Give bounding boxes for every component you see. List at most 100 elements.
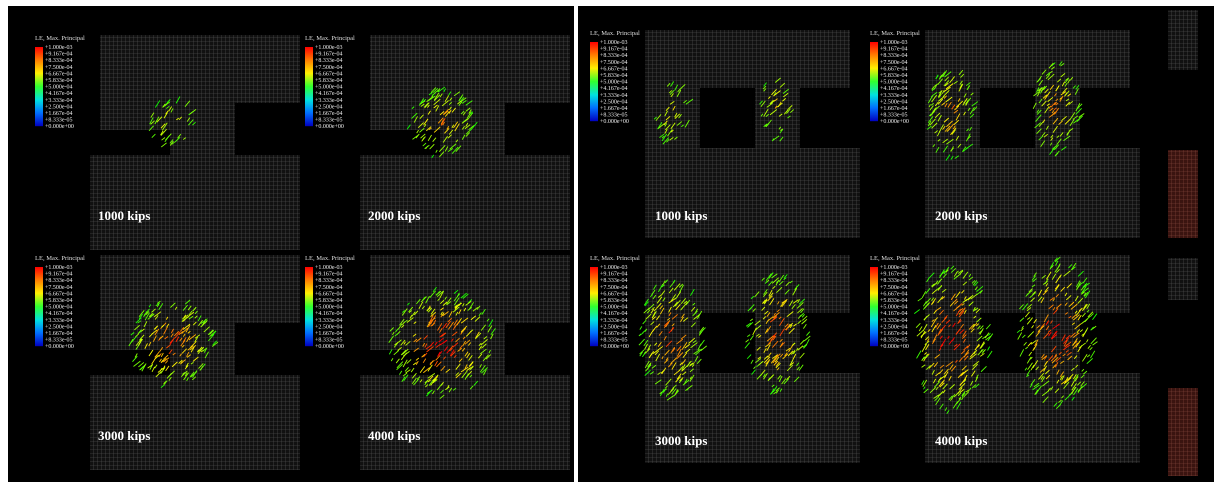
legend-label: +8.333e-05 — [600, 338, 628, 344]
legend-label: +4.167e-04 — [45, 91, 73, 97]
legend-label: +5.000e-04 — [600, 305, 628, 311]
load-label: 1000 kips — [655, 208, 707, 223]
legend-label: +6.667e-04 — [600, 291, 628, 297]
legend-colorbar — [870, 42, 878, 121]
legend-label: +1.667e-04 — [45, 111, 73, 117]
legend-label: +6.667e-04 — [600, 66, 628, 72]
legend-label: +5.000e-04 — [880, 80, 908, 86]
mesh-block — [100, 255, 300, 323]
mesh-block — [90, 375, 300, 470]
mesh-block — [645, 148, 860, 238]
legend-colorbar — [590, 42, 598, 121]
legend-label: +5.833e-04 — [45, 298, 73, 304]
legend-label: +2.500e-04 — [880, 99, 908, 105]
figure: LE, Max. Principal+1.000e-03+9.167e-04+8… — [0, 0, 1221, 488]
legend-label: +6.667e-04 — [315, 291, 343, 297]
legend-label: +8.333e-05 — [880, 338, 908, 344]
mesh-block — [925, 148, 1140, 238]
legend-label: +8.333e-04 — [315, 58, 343, 64]
legend-label: +3.333e-04 — [600, 318, 628, 324]
legend-label: +0.000e+00 — [880, 119, 909, 125]
legend-label: +9.167e-04 — [600, 47, 628, 53]
legend-label: +1.667e-04 — [880, 331, 908, 337]
mesh-block — [90, 155, 300, 250]
legend-label: +6.667e-04 — [315, 71, 343, 77]
legend-label: +2.500e-04 — [45, 324, 73, 330]
mesh-block — [925, 88, 980, 148]
legend-label: +4.167e-04 — [45, 311, 73, 317]
legend-label: +8.333e-04 — [880, 53, 908, 59]
legend-label: +5.000e-04 — [880, 305, 908, 311]
legend-label: +4.167e-04 — [600, 311, 628, 317]
legend-label: +0.000e+00 — [880, 344, 909, 350]
load-label: 4000 kips — [935, 433, 987, 448]
legend-label: +8.333e-04 — [600, 53, 628, 59]
legend-label: +2.500e-04 — [45, 104, 73, 110]
legend-label: +1.000e-03 — [880, 40, 908, 46]
legend-label: +3.333e-04 — [600, 93, 628, 99]
legend-title: LE, Max. Principal — [870, 30, 920, 37]
mesh-block — [360, 155, 570, 250]
legend-title: LE, Max. Principal — [590, 30, 640, 37]
legend-label: +8.333e-04 — [880, 278, 908, 284]
legend-label: +5.833e-04 — [600, 73, 628, 79]
mesh-block — [645, 373, 860, 463]
legend-label: +1.000e-03 — [45, 45, 73, 51]
legend-label: +8.333e-05 — [45, 338, 73, 344]
legend-label: +6.667e-04 — [880, 66, 908, 72]
legend-title: LE, Max. Principal — [305, 35, 355, 42]
mesh-block — [100, 35, 300, 103]
legend-label: +8.333e-05 — [600, 113, 628, 119]
legend-label: +8.333e-05 — [315, 118, 343, 124]
legend-label: +1.667e-04 — [600, 106, 628, 112]
load-label: 4000 kips — [368, 428, 420, 443]
legend-label: +8.333e-05 — [45, 118, 73, 124]
legend-label: +0.000e+00 — [315, 344, 344, 350]
legend-label: +7.500e-04 — [45, 285, 73, 291]
mesh-block — [755, 88, 800, 148]
legend-label: +2.500e-04 — [600, 324, 628, 330]
legend-label: +7.500e-04 — [600, 60, 628, 66]
legend-label: +8.333e-04 — [45, 278, 73, 284]
load-label: 2000 kips — [935, 208, 987, 223]
legend-label: +8.333e-04 — [600, 278, 628, 284]
legend-label: +3.333e-04 — [880, 93, 908, 99]
legend-label: +7.500e-04 — [600, 285, 628, 291]
mesh-block — [925, 373, 1140, 463]
legend-label: +3.333e-04 — [315, 318, 343, 324]
legend-label: +2.500e-04 — [600, 99, 628, 105]
legend-label: +7.500e-04 — [315, 65, 343, 71]
legend-label: +8.333e-05 — [315, 338, 343, 344]
legend-label: +5.000e-04 — [315, 305, 343, 311]
legend-title: LE, Max. Principal — [870, 255, 920, 262]
legend-label: +1.667e-04 — [880, 106, 908, 112]
legend-colorbar — [305, 47, 313, 126]
legend-label: +1.000e-03 — [880, 265, 908, 271]
legend-label: +0.000e+00 — [315, 124, 344, 130]
legend-label: +9.167e-04 — [600, 272, 628, 278]
legend-label: +3.333e-04 — [315, 98, 343, 104]
legend-label: +2.500e-04 — [880, 324, 908, 330]
load-label: 2000 kips — [368, 208, 420, 223]
legend-label: +0.000e+00 — [600, 119, 629, 125]
legend-label: +9.167e-04 — [880, 272, 908, 278]
mesh-block — [170, 130, 235, 155]
mesh-block — [645, 30, 850, 88]
legend-label: +5.833e-04 — [45, 78, 73, 84]
mesh-block — [645, 88, 700, 148]
mesh-block — [370, 255, 570, 323]
legend-label: +5.833e-04 — [880, 73, 908, 79]
legend-label: +0.000e+00 — [45, 344, 74, 350]
legend-title: LE, Max. Principal — [35, 255, 85, 262]
legend-label: +8.333e-04 — [45, 58, 73, 64]
legend-colorbar — [590, 267, 598, 346]
legend-colorbar — [870, 267, 878, 346]
load-label: 3000 kips — [655, 433, 707, 448]
legend-label: +1.000e-03 — [45, 265, 73, 271]
legend-colorbar — [35, 47, 43, 126]
legend-title: LE, Max. Principal — [305, 255, 355, 262]
legend-label: +1.000e-03 — [600, 265, 628, 271]
legend-label: +7.500e-04 — [315, 285, 343, 291]
legend-label: +9.167e-04 — [45, 52, 73, 58]
legend-label: +0.000e+00 — [45, 124, 74, 130]
